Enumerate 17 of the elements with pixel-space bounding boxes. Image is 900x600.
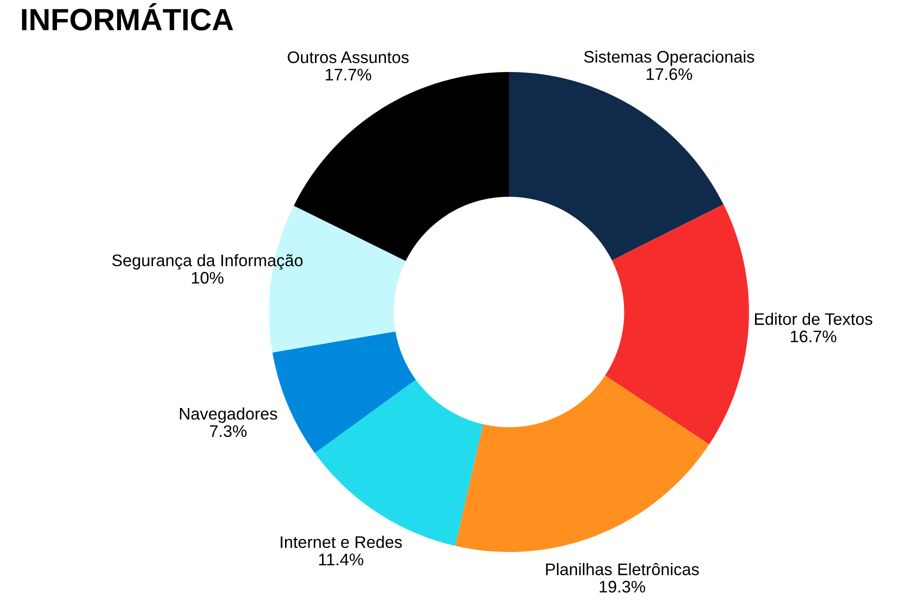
slice-label: Sistemas Operacionais bbox=[584, 50, 754, 66]
data-label: 16.7% bbox=[790, 330, 836, 342]
slice-label: Editor de Textos bbox=[755, 312, 872, 325]
data-label: 17.7% bbox=[326, 68, 372, 80]
slice-label: Navegadores bbox=[180, 407, 278, 423]
slice-label: Segurança da Informação bbox=[112, 254, 303, 270]
data-label: 11.4% bbox=[319, 554, 364, 566]
slice-label: Planilhas Eletrônicas bbox=[546, 562, 699, 576]
donut-slice bbox=[605, 204, 749, 444]
data-label: 17.6% bbox=[646, 68, 692, 80]
slice-label: Outros Assuntos bbox=[288, 51, 409, 64]
data-label: 7.3% bbox=[210, 425, 247, 438]
data-label: 19.3% bbox=[600, 580, 646, 593]
slice-label: Internet e Redes bbox=[280, 536, 402, 548]
data-label: 10% bbox=[192, 272, 224, 284]
chart-title: INFORMÁTICA bbox=[22, 3, 234, 30]
donut-slice bbox=[455, 376, 710, 552]
